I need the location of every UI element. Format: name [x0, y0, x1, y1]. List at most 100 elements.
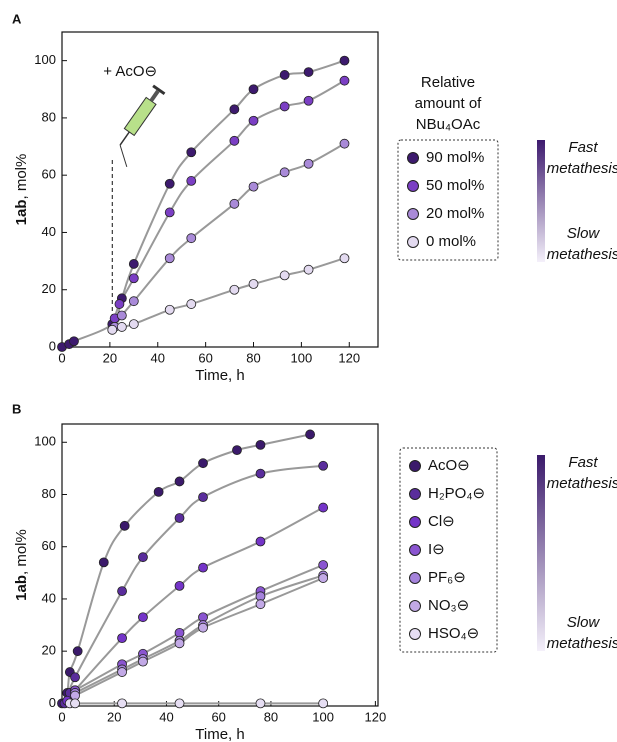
data-point — [164, 304, 175, 315]
data-point — [248, 181, 259, 192]
data-point — [279, 167, 290, 178]
data-point — [117, 667, 127, 677]
fit-curve — [66, 506, 324, 702]
legend-swatch — [409, 544, 421, 556]
gradient-bar — [537, 455, 545, 651]
data-point — [248, 84, 259, 95]
gradient-bar — [537, 140, 545, 262]
x-tick-label: 20 — [107, 709, 121, 724]
x-tick-label: 100 — [312, 709, 334, 724]
data-point — [98, 557, 109, 568]
y-axis-label-rest: , mol% — [13, 529, 30, 575]
legend-title: amount of — [415, 95, 483, 112]
data-point — [72, 646, 83, 657]
legend-swatch — [409, 572, 421, 584]
data-point — [303, 95, 314, 106]
legend-swatch — [409, 516, 421, 528]
x-tick-label: 120 — [338, 350, 360, 365]
data-point — [107, 324, 118, 335]
legend-swatch — [409, 488, 421, 500]
data-point — [339, 253, 350, 264]
plot-frame — [61, 31, 379, 348]
y-tick-label: 40 — [42, 224, 56, 239]
y-axis-label-bold: 1ab — [13, 575, 30, 601]
legend-label: H₂PO₄⊖ — [428, 485, 485, 502]
gradient-label-top: Fast — [568, 139, 598, 156]
data-point — [128, 273, 139, 284]
data-point — [279, 101, 290, 112]
legend-label: NO₃⊖ — [428, 597, 469, 614]
legend-label: PF₆⊖ — [428, 569, 466, 586]
data-point — [116, 310, 127, 321]
data-point — [339, 75, 350, 86]
fit-curve — [63, 464, 324, 704]
x-tick-label: 120 — [365, 709, 387, 724]
data-point — [116, 322, 127, 332]
data-point — [229, 198, 240, 209]
data-point — [305, 429, 315, 440]
x-tick-label: 0 — [58, 709, 65, 724]
syringe-handle — [152, 84, 166, 96]
data-point — [303, 67, 314, 77]
data-point — [279, 270, 290, 281]
gradient-label-top: metathesis — [547, 160, 617, 177]
data-point — [186, 147, 197, 158]
data-point — [117, 586, 127, 597]
y-tick-label: 40 — [42, 590, 56, 605]
legend-label: 20 mol% — [426, 205, 484, 222]
data-point — [128, 259, 139, 269]
y-tick-label: 60 — [42, 167, 56, 182]
data-point — [164, 178, 175, 189]
data-point — [255, 468, 266, 479]
syringe-plunger — [149, 89, 160, 103]
data-point — [229, 135, 240, 146]
data-point — [198, 492, 208, 503]
plot-frame — [61, 423, 379, 707]
legend-label: I⊖ — [428, 541, 445, 558]
data-point — [138, 612, 148, 623]
y-tick-label: 80 — [42, 486, 56, 501]
x-tick-label: 80 — [246, 350, 260, 365]
data-point — [186, 233, 197, 244]
legend-title: NBu₄OAc — [416, 116, 481, 133]
data-point — [138, 552, 148, 563]
syringe-tube — [119, 144, 128, 168]
data-point — [248, 279, 259, 289]
data-point — [164, 207, 175, 218]
gradient-label-bottom: metathesis — [547, 635, 617, 652]
x-tick-label: 0 — [58, 350, 65, 365]
data-point — [174, 513, 185, 523]
legend-title: Relative — [421, 74, 475, 91]
data-point — [255, 439, 266, 450]
data-point — [119, 520, 130, 531]
data-point — [198, 562, 208, 573]
y-tick-label: 100 — [34, 52, 56, 67]
data-point — [128, 296, 139, 307]
panel-label: B — [12, 401, 21, 416]
x-tick-label: 20 — [103, 350, 117, 365]
data-point — [186, 299, 197, 309]
legend-swatch — [407, 180, 419, 192]
fit-curve — [113, 142, 345, 328]
data-point — [128, 319, 139, 329]
data-point — [318, 698, 329, 709]
legend-label: HSO₄⊖ — [428, 625, 479, 642]
data-point — [318, 560, 329, 570]
data-point — [186, 176, 197, 186]
data-point — [255, 536, 266, 547]
data-point — [279, 70, 290, 80]
data-point — [232, 445, 242, 456]
data-point — [174, 476, 185, 487]
y-axis-label: 1ab, mol% — [13, 529, 30, 601]
y-tick-label: 60 — [42, 538, 56, 553]
gradient-label-top: metathesis — [547, 475, 617, 492]
data-point — [303, 158, 314, 169]
data-point — [70, 672, 80, 683]
y-axis-label-rest: , mol% — [13, 154, 30, 200]
gradient-label-bottom: Slow — [567, 225, 601, 242]
legend-box — [397, 139, 499, 261]
y-tick-label: 0 — [49, 338, 56, 353]
x-tick-label: 100 — [291, 350, 313, 365]
x-tick-label: 60 — [211, 709, 225, 724]
